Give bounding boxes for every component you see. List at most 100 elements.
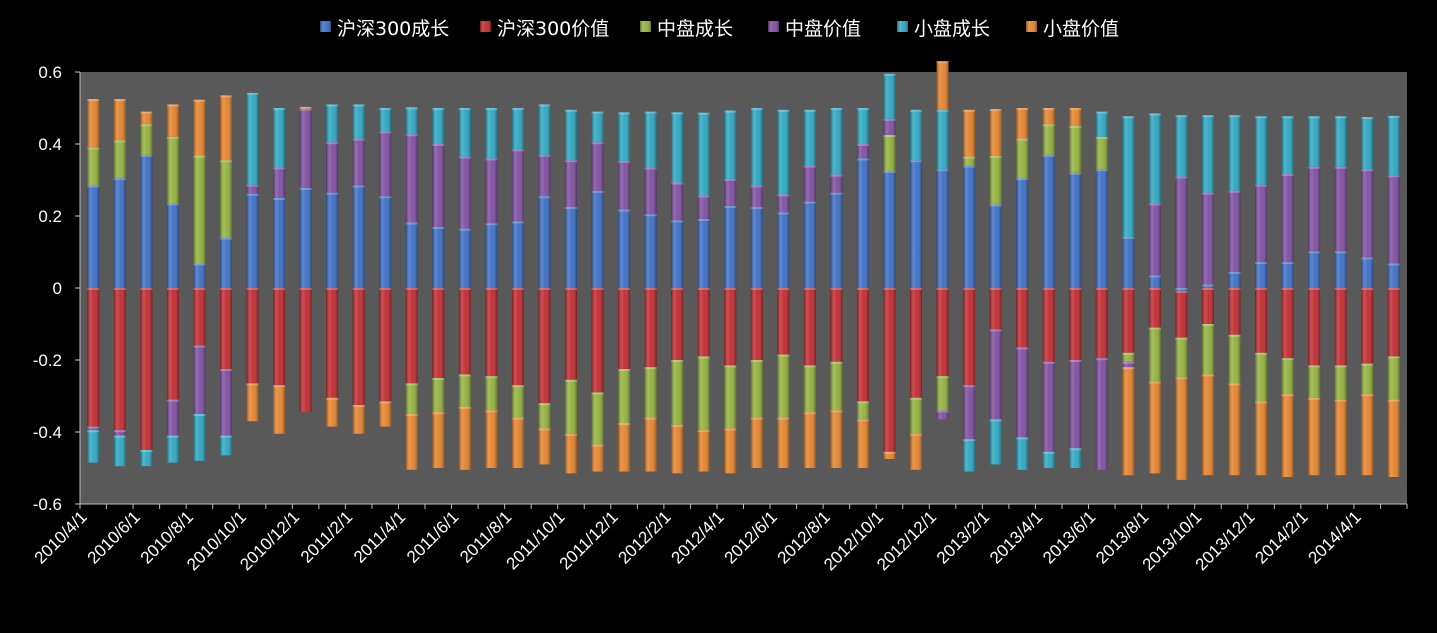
bar-segment-highlight [1042,154,1055,157]
bar-segment-highlight [246,184,259,187]
legend-item: 沪深300成长 [320,18,449,40]
bar-segment-highlight [856,108,869,110]
bar-segment-highlight [379,196,392,199]
bar-segment-shade [1148,288,1161,328]
bar-segment-highlight [246,288,259,290]
x-tick-label: 2012/6/1 [721,507,781,567]
bar-segment-shade [1095,288,1108,359]
bar-segment-highlight [326,142,339,145]
bar-segment-highlight [1361,363,1374,366]
bar-segment-highlight [273,385,286,388]
bar-segment-shade [618,288,631,369]
bar-segment-highlight [883,135,896,137]
bar-segment-highlight [1308,365,1321,368]
bar-segment-shade [564,433,577,474]
bar-segment-highlight [87,185,100,188]
bar-segment-highlight [1387,175,1400,178]
bar-segment-highlight [87,288,100,290]
bar-segment-highlight [1308,166,1321,169]
bar-segment-highlight [803,412,816,415]
bar-segment-shade [379,288,392,402]
bar-segment-shade [750,207,763,288]
bar-segment-highlight [803,165,816,168]
bar-segment-highlight [644,288,657,290]
bar-segment-shade [1069,172,1082,288]
bar-segment-shade [1281,358,1294,395]
bar-segment-highlight [485,410,498,413]
bar-segment-shade [273,167,286,198]
bar-segment-shade [564,288,577,380]
bar-segment-highlight [671,360,684,362]
bar-segment-highlight [750,108,763,110]
legend-label: 小盘价值 [1043,18,1119,40]
bar-segment-highlight [1387,399,1400,402]
bar-segment-highlight [750,360,763,362]
bar-segment-highlight [883,118,896,121]
bar-segment-shade [140,124,153,155]
bar-segment-highlight [989,419,1002,422]
bar-segment-shade [591,111,604,143]
bar-segment-shade [352,104,365,139]
bar-segment-shade [1387,356,1400,400]
bar-segment-shade [113,288,126,431]
bar-segment-highlight [326,192,339,195]
bar-segment-highlight [1201,115,1214,118]
bar-segment-highlight [697,430,710,433]
bar-segment-shade [432,108,445,144]
bar-segment-shade [724,288,737,366]
bar-segment-highlight [724,178,737,181]
bar-segment-highlight [193,345,206,348]
legend-item: 小盘价值 [1026,18,1119,40]
bar-segment-highlight [458,406,471,409]
bar-segment-highlight [1255,116,1268,119]
bar-segment-highlight [1334,365,1347,368]
bar-segment-highlight [936,376,949,379]
bar-segment-shade [299,106,312,109]
bar-segment-highlight [405,134,418,137]
bar-segment-highlight [140,288,153,290]
bar-segment-highlight [989,204,1002,207]
bar-segment-highlight [750,417,763,420]
bar-segment-shade [1387,399,1400,477]
bar-segment-shade [219,237,232,288]
bar-segment-highlight [777,109,790,112]
legend-swatch-shade [640,21,651,32]
bar-segment-shade [140,450,153,467]
y-tick-label: 0.2 [38,207,62,226]
bar-segment-shade [193,288,206,346]
bar-segment-highlight [1255,184,1268,187]
bar-segment-shade [166,104,179,137]
bar-segment-highlight [856,144,869,146]
bar-segment-shade [246,193,259,288]
bar-segment-shade [1334,166,1347,252]
bar-segment-highlight [830,108,843,110]
bar-segment-shade [1016,108,1029,139]
bar-segment-shade [1308,365,1321,398]
legend-item: 中盘价值 [768,18,861,40]
bar-segment-shade [671,220,684,288]
bar-segment-shade [87,185,100,288]
bar-segment-shade [856,144,869,159]
bar-segment-highlight [564,160,577,163]
bar-segment-shade [432,288,445,378]
bar-segment-highlight [883,73,896,76]
bar-segment-shade [538,196,551,288]
bar-segment-highlight [432,108,445,110]
bar-segment-shade [1201,324,1214,375]
bar-segment-highlight [1122,116,1135,119]
bar-segment-shade [1228,271,1241,288]
bar-segment-highlight [1148,381,1161,384]
bar-segment-highlight [1122,352,1135,355]
bar-segment-highlight [538,403,551,406]
bar-segment-highlight [511,385,524,388]
bar-segment-shade [485,288,498,377]
bar-segment-shade [936,109,949,170]
bar-segment-shade [166,136,179,204]
bar-segment-shade [1122,288,1135,353]
bar-segment-shade [1175,377,1188,480]
bar-segment-highlight [856,288,869,290]
bar-segment-shade [856,419,869,468]
bar-segment-highlight [856,419,869,422]
bar-segment-shade [618,209,631,288]
bar-segment-highlight [1361,117,1374,119]
